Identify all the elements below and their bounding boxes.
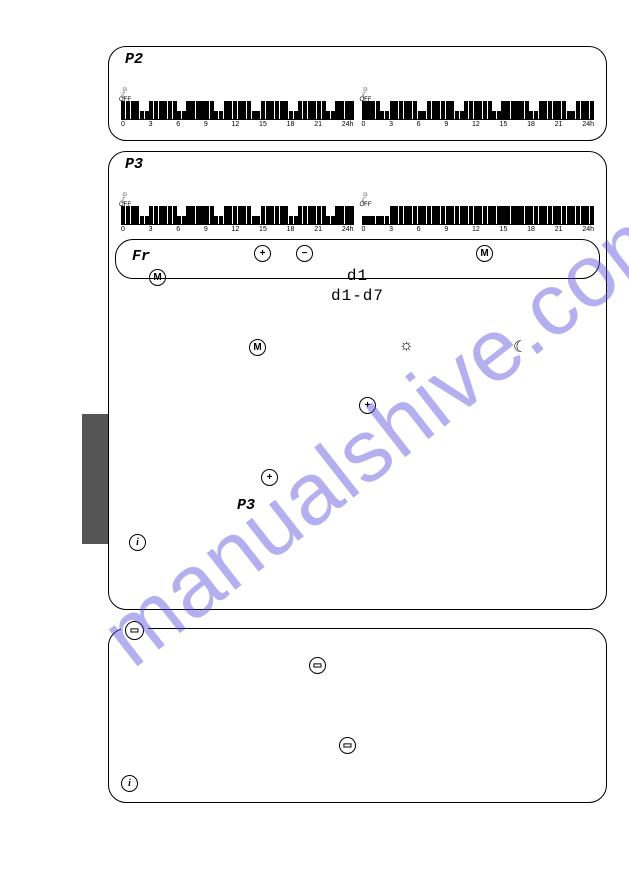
p3-timeline-left: ☼☾ OFF 03691215182124h bbox=[121, 190, 354, 233]
moon-icon: ☾ bbox=[513, 337, 527, 357]
p3-timeline-right: ☼☾ OFF 03691215182124h bbox=[362, 190, 595, 233]
plus-icon[interactable]: + bbox=[261, 469, 278, 486]
panel-fr: Fr bbox=[115, 239, 600, 279]
p3-content: + − M M d1 d1-d7 M ☼ ☾ + + P3 i Fr bbox=[121, 239, 594, 599]
p2-timeline-left: ☼☾ OFF 03691215182124h bbox=[121, 85, 354, 128]
p3-sublabel: P3 bbox=[237, 497, 255, 514]
sun-icon: ☼ bbox=[399, 337, 414, 355]
p2-timelines: ☼☾ OFF 03691215182124h ☼☾ OFF 0369121518… bbox=[121, 85, 594, 128]
lcd-line2: d1-d7 bbox=[121, 287, 594, 305]
info-icon: i bbox=[129, 534, 146, 551]
panel-p3: P3 ☼☾ OFF 03691215182124h ☼☾ OFF 0369121… bbox=[108, 151, 607, 610]
panel-p2: P2 ☼☾ OFF 03691215182124h ☼☾ OFF 0369121… bbox=[108, 46, 607, 141]
sun-moon-icon: ☼☾ bbox=[121, 85, 354, 99]
off-label: OFF bbox=[360, 202, 372, 208]
window-icon: ▭ bbox=[125, 621, 144, 640]
p3-timelines: ☼☾ OFF 03691215182124h ☼☾ OFF 0369121518… bbox=[121, 190, 594, 233]
panel-p3-label: P3 bbox=[125, 156, 143, 173]
plus-icon[interactable]: + bbox=[359, 397, 376, 414]
m-icon[interactable]: M bbox=[249, 339, 266, 356]
off-label: OFF bbox=[360, 97, 372, 103]
panel-window: ▭ ▭ ▭ i bbox=[108, 628, 607, 803]
off-label: OFF bbox=[119, 202, 131, 208]
side-tab bbox=[82, 414, 110, 544]
info-icon: i bbox=[121, 775, 138, 792]
panel-p2-label: P2 bbox=[125, 51, 143, 68]
sun-moon-icon: ☼☾ bbox=[362, 190, 595, 204]
off-label: OFF bbox=[119, 97, 131, 103]
window-icon[interactable]: ▭ bbox=[309, 657, 326, 674]
sun-moon-icon: ☼☾ bbox=[362, 85, 595, 99]
window-icon[interactable]: ▭ bbox=[339, 737, 356, 754]
p2-timeline-right: ☼☾ OFF 03691215182124h bbox=[362, 85, 595, 128]
sun-moon-icon: ☼☾ bbox=[121, 190, 354, 204]
page-container: P2 ☼☾ OFF 03691215182124h ☼☾ OFF 0369121… bbox=[108, 46, 607, 873]
panel-fr-label: Fr bbox=[132, 248, 150, 265]
